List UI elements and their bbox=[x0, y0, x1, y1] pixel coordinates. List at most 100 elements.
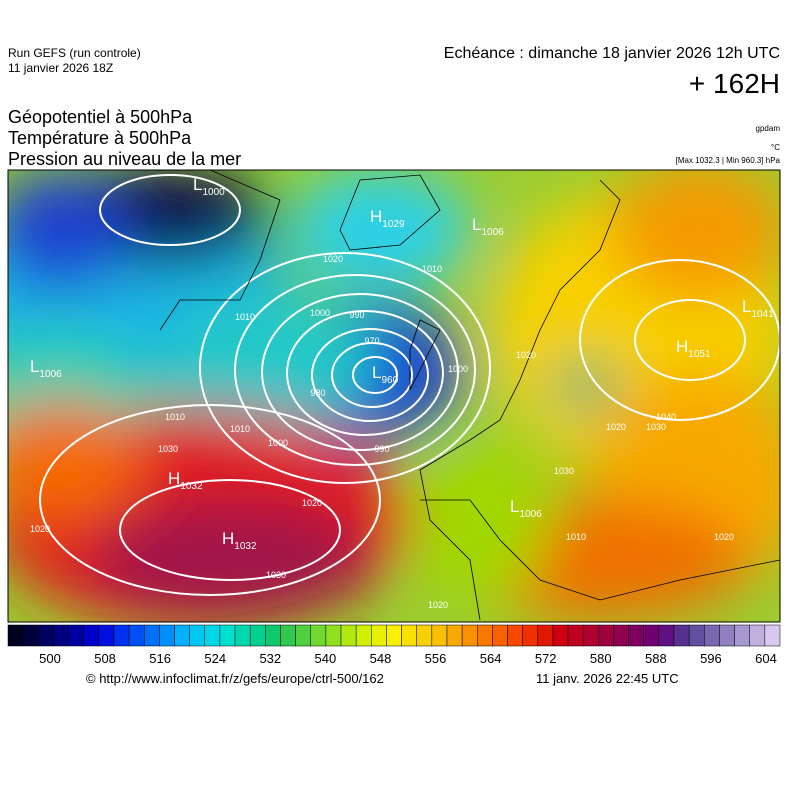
colorbar-swatch bbox=[189, 624, 206, 647]
colorbar-swatch bbox=[749, 624, 766, 647]
pressure-center: H1032 bbox=[168, 469, 203, 492]
valid-time: Echéance : dimanche 18 janvier 2026 12h … bbox=[443, 45, 780, 62]
colorbar-tick-label: 524 bbox=[204, 651, 226, 666]
colorbar-tick-label: 604 bbox=[755, 651, 777, 666]
colorbar-swatch bbox=[204, 624, 221, 647]
colorbar-swatch bbox=[128, 624, 145, 647]
colorbar-tick-label: 508 bbox=[94, 651, 116, 666]
colorbar-swatch bbox=[174, 624, 190, 647]
isobar-label: 980 bbox=[310, 388, 325, 398]
center-value: 1006 bbox=[519, 509, 542, 520]
center-value: 1006 bbox=[481, 227, 504, 238]
colorbar-swatch bbox=[598, 624, 614, 647]
center-value: 1029 bbox=[382, 219, 405, 230]
center-value: 1051 bbox=[688, 349, 711, 360]
colorbar-swatch bbox=[734, 624, 750, 647]
colorbar-swatch bbox=[159, 624, 175, 647]
isobar-label: 1000 bbox=[268, 438, 288, 448]
center-letter: L bbox=[193, 175, 202, 194]
colorbar-tick-label: 516 bbox=[149, 651, 171, 666]
pressure-center: L1006 bbox=[30, 357, 62, 380]
pressure-center: H1051 bbox=[676, 337, 711, 360]
center-value: 960 bbox=[381, 375, 398, 386]
isobar-label: 1010 bbox=[566, 532, 586, 542]
colorbar-swatch bbox=[340, 624, 357, 647]
colorbar-swatch bbox=[265, 624, 281, 647]
center-letter: L bbox=[472, 215, 481, 234]
isobar-label: 990 bbox=[349, 310, 364, 320]
colorbar-swatch bbox=[325, 624, 342, 647]
run-name: Run GEFS (run controle) bbox=[8, 46, 141, 60]
colorbar-swatch bbox=[401, 624, 417, 647]
colorbar-tick-label: 500 bbox=[39, 651, 61, 666]
colorbar-swatch bbox=[764, 624, 781, 647]
isobar-label: 1010 bbox=[422, 264, 442, 274]
unit: [Max 1032.3 | Min 960.3] hPa bbox=[675, 156, 780, 165]
colorbar-swatch bbox=[113, 624, 130, 647]
colorbar-swatch bbox=[249, 624, 266, 647]
center-letter: H bbox=[222, 529, 234, 548]
pressure-center: L1006 bbox=[472, 215, 504, 238]
isobar-label: 1020 bbox=[428, 600, 448, 610]
center-value: 1006 bbox=[39, 369, 62, 380]
isobar-label: 1020 bbox=[516, 350, 536, 360]
colorbar-swatch bbox=[628, 624, 645, 647]
colorbar-swatch bbox=[143, 624, 160, 647]
colorbar-swatch bbox=[446, 624, 463, 647]
colorbar-swatch bbox=[7, 624, 24, 647]
colorbar-swatch bbox=[522, 624, 539, 647]
colorbar-swatch bbox=[507, 624, 523, 647]
pressure-center: H1032 bbox=[222, 529, 257, 552]
colorbar-swatch bbox=[719, 624, 735, 647]
colorbar-swatch bbox=[310, 624, 327, 647]
isobar-label: 1020 bbox=[323, 254, 343, 264]
center-letter: H bbox=[370, 207, 382, 226]
field bbox=[8, 170, 780, 622]
colorbar-swatch bbox=[704, 624, 720, 647]
colorbar-swatch bbox=[582, 624, 599, 647]
colorbar-swatch bbox=[53, 624, 69, 647]
colorbar-swatch bbox=[416, 624, 433, 647]
colorbar-swatch bbox=[658, 624, 675, 647]
footer-source: © http://www.infoclimat.fr/z/gefs/europe… bbox=[86, 671, 384, 686]
footer-generated: 11 janv. 2026 22:45 UTC bbox=[536, 671, 679, 686]
colorbar-swatch bbox=[673, 624, 690, 647]
isobar-label: 1040 bbox=[656, 412, 676, 422]
title: Géopotentiel à 500hPa bbox=[8, 107, 193, 127]
isobar-label: 1030 bbox=[646, 422, 666, 432]
map-frame bbox=[7, 169, 781, 623]
center-value: 1041 bbox=[751, 309, 774, 320]
isobar-label: 1010 bbox=[165, 412, 185, 422]
center-letter: L bbox=[30, 357, 39, 376]
colorbar-tick-label: 532 bbox=[259, 651, 281, 666]
colorbar-swatch bbox=[431, 624, 448, 647]
colorbar-tick-label: 588 bbox=[645, 651, 667, 666]
center-letter: L bbox=[372, 363, 381, 382]
title: Température à 500hPa bbox=[8, 128, 192, 148]
colorbar-tick-label: 564 bbox=[480, 651, 502, 666]
colorbar-swatch bbox=[68, 624, 84, 647]
colorbar-swatch bbox=[492, 624, 508, 647]
isobar-label: 1020 bbox=[302, 498, 322, 508]
colorbar-swatch bbox=[613, 624, 629, 647]
isobar-label: 1020 bbox=[30, 524, 50, 534]
colorbar-swatch bbox=[371, 624, 387, 647]
pressure-center: L960 bbox=[372, 363, 399, 386]
isobar-label: 970 bbox=[364, 336, 379, 346]
isobar-label: 1000 bbox=[310, 308, 330, 318]
colorbar-tick-label: 572 bbox=[535, 651, 557, 666]
colorbar-swatch bbox=[22, 624, 39, 647]
isobar-label: 1010 bbox=[235, 312, 255, 322]
pressure-center: L1006 bbox=[510, 497, 542, 520]
title: Pression au niveau de la mer bbox=[8, 149, 242, 169]
colorbar-tick-label: 540 bbox=[315, 651, 337, 666]
pressure-center: L1000 bbox=[193, 175, 225, 198]
colorbar-swatch bbox=[219, 624, 236, 647]
colorbar-swatch bbox=[688, 624, 705, 647]
colorbar-swatch bbox=[98, 624, 115, 647]
center-value: 1000 bbox=[202, 187, 225, 198]
colorbar-tick-label: 556 bbox=[425, 651, 447, 666]
colorbar-swatch bbox=[355, 624, 372, 647]
